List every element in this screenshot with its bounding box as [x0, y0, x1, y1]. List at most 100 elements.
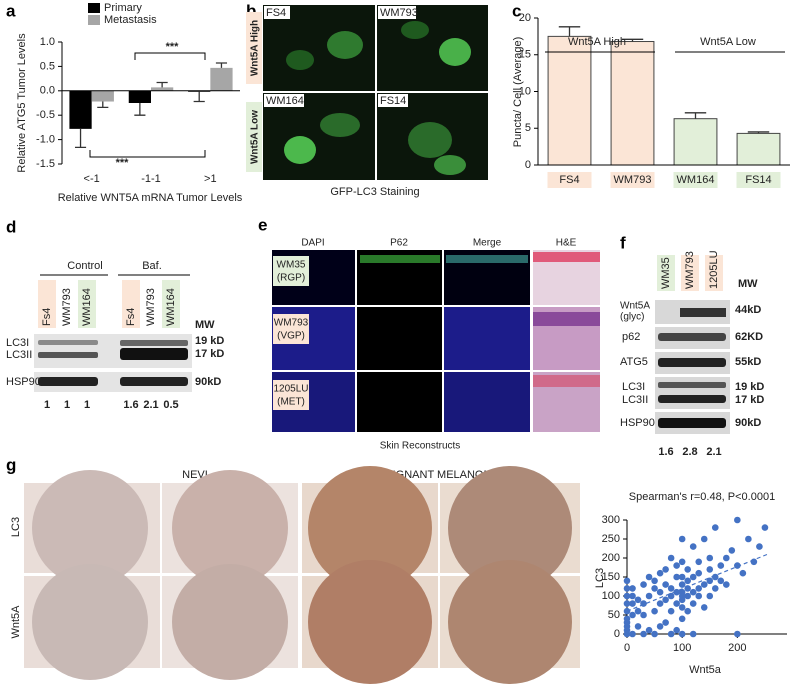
mw-label: 19 kD	[195, 335, 224, 347]
point	[739, 569, 747, 577]
y-tick-label: 0.5	[40, 60, 55, 72]
panel-label: e	[258, 215, 267, 234]
core	[32, 564, 148, 680]
point	[684, 577, 691, 585]
micrographs	[263, 5, 488, 180]
y-tick-label: 50	[608, 609, 620, 621]
legend-swatch	[88, 3, 100, 13]
point	[706, 577, 714, 585]
bar	[151, 87, 174, 91]
quantification: 1	[64, 399, 70, 411]
point	[728, 547, 736, 554]
row-box	[246, 12, 262, 84]
row-label: LC3	[10, 517, 22, 537]
western-blot	[34, 334, 192, 392]
point	[689, 630, 697, 638]
error-bar	[684, 112, 707, 119]
point	[623, 619, 631, 626]
mw-label: 62KD	[735, 331, 763, 343]
point	[662, 619, 669, 626]
point	[656, 623, 664, 630]
core	[448, 466, 572, 590]
point	[667, 554, 675, 562]
quantification: 0.5	[163, 399, 178, 411]
point	[656, 600, 664, 607]
point	[651, 577, 658, 585]
band-label: ATG5	[620, 356, 648, 368]
point	[662, 581, 669, 588]
caption: Skin Reconstructs	[380, 441, 461, 452]
panel-label: d	[6, 217, 16, 236]
quantification: 1.6	[123, 399, 138, 411]
point	[678, 558, 686, 566]
row-box	[273, 314, 309, 344]
point	[656, 588, 664, 596]
y-tick-label: 200	[602, 552, 620, 564]
point	[678, 573, 686, 581]
point	[640, 630, 647, 638]
point	[629, 592, 636, 600]
stain	[533, 312, 600, 326]
core	[448, 560, 572, 684]
stain	[446, 255, 528, 263]
bar	[91, 90, 114, 102]
point	[645, 573, 653, 581]
band-label: LC3I	[6, 337, 29, 349]
error-bar	[747, 131, 770, 134]
panel-label: f	[620, 233, 626, 252]
group-label: Wnt5A Low	[700, 36, 756, 48]
lane-label: WM793	[684, 251, 696, 289]
image	[357, 372, 442, 432]
core	[32, 470, 148, 586]
mw-label: 55kD	[735, 356, 761, 368]
x-axis-label: Wnt5a	[689, 664, 722, 676]
band-label: p62	[622, 331, 640, 343]
point	[673, 573, 680, 581]
annotation: ***	[116, 157, 130, 169]
point	[689, 588, 697, 596]
row-box	[273, 256, 309, 286]
trend-line	[626, 553, 768, 612]
point	[623, 626, 631, 634]
y-tick-label: -1.0	[36, 134, 55, 146]
point	[634, 607, 642, 615]
quantification: 2.1	[706, 446, 721, 458]
point	[684, 607, 691, 615]
point	[634, 623, 642, 630]
image	[444, 307, 530, 370]
cell	[408, 122, 452, 158]
cell	[284, 136, 316, 164]
micrograph	[263, 93, 375, 180]
band-label: HSP90	[620, 417, 655, 429]
quantification: 2.1	[143, 399, 158, 411]
lane-box	[705, 255, 723, 291]
point	[667, 585, 675, 592]
y-tick-label: 0	[614, 628, 620, 640]
band	[120, 348, 188, 360]
point	[623, 592, 631, 600]
point	[756, 543, 763, 550]
band	[38, 377, 98, 386]
significance-bracket	[89, 150, 206, 158]
category-box	[673, 172, 718, 188]
group-label: Wnt5A High	[568, 36, 626, 48]
band	[658, 333, 726, 341]
y-tick-label: 1.0	[40, 36, 55, 48]
tissue-cores	[24, 466, 580, 684]
point	[684, 566, 691, 573]
row-label: Wnt5A	[10, 605, 22, 639]
error-bar	[134, 103, 146, 116]
band	[658, 418, 726, 428]
label-box	[264, 6, 290, 19]
band	[120, 377, 188, 386]
x-tick-label: FS4	[559, 174, 579, 186]
point	[673, 626, 680, 634]
bar	[210, 67, 233, 91]
error-bar	[193, 91, 205, 103]
point	[662, 566, 669, 573]
point	[700, 581, 708, 588]
cell	[439, 38, 471, 66]
x-tick-label: WM793	[614, 174, 652, 186]
panel-label: g	[6, 455, 16, 474]
